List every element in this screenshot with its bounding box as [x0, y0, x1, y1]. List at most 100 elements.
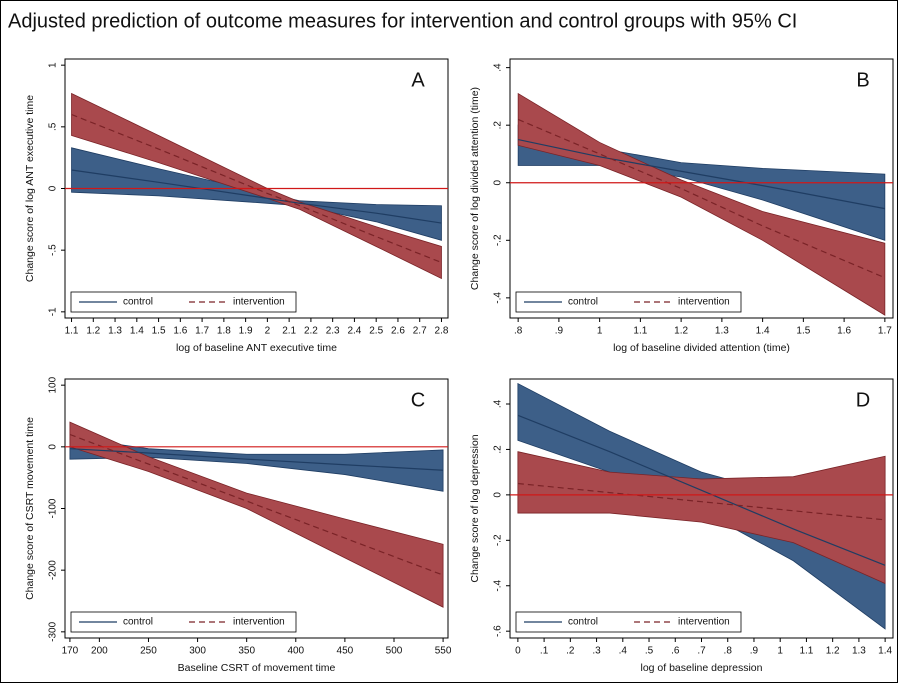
- y-tick-label: -.2: [493, 234, 504, 246]
- x-tick-label: 2: [265, 326, 271, 337]
- fit-line: [518, 138, 885, 210]
- x-tick-label: 1.7: [878, 326, 892, 337]
- y-tick-label: -.4: [493, 292, 504, 304]
- fit-line: [69, 448, 444, 471]
- x-tick-label: .8: [724, 646, 733, 657]
- x-tick-label: 1.1: [799, 646, 813, 657]
- y-tick-label: -.6: [493, 625, 504, 637]
- panel-letter: B: [856, 69, 869, 91]
- x-tick-label: 2.2: [304, 326, 318, 337]
- legend-label: intervention: [233, 297, 285, 308]
- y-tick-label: .4: [493, 63, 504, 72]
- legend-label: intervention: [678, 297, 730, 308]
- fit-line: [69, 433, 444, 576]
- x-tick-label: 1: [597, 326, 603, 337]
- fit-line: [517, 482, 886, 521]
- x-tick-label: 1.6: [173, 326, 187, 337]
- y-tick-label: 0: [48, 185, 59, 191]
- y-tick-label: -100: [48, 498, 59, 518]
- y-tick-label: -.2: [493, 534, 504, 546]
- y-tick-label: 0: [48, 444, 59, 450]
- x-tick-label: .9: [750, 646, 759, 657]
- y-tick-label: -.4: [493, 579, 504, 591]
- legend-label: intervention: [233, 617, 285, 628]
- y-tick-label: -.5: [48, 244, 59, 256]
- x-tick-label: 2.3: [326, 326, 340, 337]
- panel-letter: C: [411, 389, 425, 411]
- x-tick-label: 170: [62, 646, 79, 657]
- x-tick-label: .1: [540, 646, 549, 657]
- legend-label: control: [123, 297, 153, 308]
- x-tick-label: 0: [515, 646, 521, 657]
- legend-label: control: [568, 297, 598, 308]
- x-tick-label: 2.1: [282, 326, 296, 337]
- x-tick-label: 200: [91, 646, 108, 657]
- x-tick-label: .3: [592, 646, 601, 657]
- y-axis-label: Change score of log ANT executive time: [24, 95, 36, 282]
- x-tick-label: 1.9: [239, 326, 253, 337]
- x-tick-label: 2.7: [413, 326, 427, 337]
- y-tick-label: .4: [493, 399, 504, 408]
- x-tick-label: 1.5: [152, 326, 166, 337]
- panel-letter: A: [411, 69, 425, 91]
- fit-line: [71, 169, 442, 224]
- x-tick-label: 1.6: [837, 326, 851, 337]
- x-tick-label: 1.2: [86, 326, 100, 337]
- x-tick-label: 1: [777, 646, 783, 657]
- x-tick-label: 550: [435, 646, 452, 657]
- legend-box: [70, 291, 297, 313]
- y-tick-label: -1: [48, 307, 59, 316]
- x-tick-label: 300: [189, 646, 206, 657]
- panel-letter: D: [856, 389, 870, 411]
- x-tick-label: 400: [287, 646, 304, 657]
- y-tick-label: 1: [48, 62, 59, 68]
- x-tick-label: 1.4: [878, 646, 892, 657]
- x-tick-label: 1.8: [217, 326, 231, 337]
- fit-line: [517, 118, 886, 279]
- y-axis-label: Change score of log depression: [469, 434, 481, 582]
- y-tick-label: 0: [493, 492, 504, 498]
- x-tick-label: 1.3: [108, 326, 122, 337]
- x-tick-label: 2.6: [391, 326, 405, 337]
- x-axis-label: log of baseline depression: [640, 662, 762, 674]
- x-tick-label: .5: [645, 646, 654, 657]
- x-tick-label: .6: [671, 646, 680, 657]
- fit-line: [517, 414, 886, 566]
- y-tick-label: 0: [493, 180, 504, 186]
- legend-label: control: [568, 617, 598, 628]
- legend-box: [70, 611, 297, 633]
- ci-band: [69, 421, 444, 608]
- legend-label: control: [123, 617, 153, 628]
- x-tick-label: 250: [140, 646, 157, 657]
- y-tick-label: .2: [493, 121, 504, 130]
- y-axis-label: Change score of CSRT movement time: [24, 417, 36, 600]
- y-tick-label: 100: [48, 376, 59, 393]
- x-tick-label: 2.4: [347, 326, 361, 337]
- x-tick-label: 1.3: [715, 326, 729, 337]
- x-tick-label: .9: [555, 326, 564, 337]
- legend-box: [515, 291, 742, 313]
- x-tick-label: 1.1: [65, 326, 79, 337]
- ci-band: [517, 451, 886, 585]
- x-tick-label: .4: [619, 646, 628, 657]
- x-tick-label: 2.5: [369, 326, 383, 337]
- x-axis-label: log of baseline divided attention (time): [613, 342, 790, 354]
- legend-label: intervention: [678, 617, 730, 628]
- x-tick-label: 2.8: [435, 326, 449, 337]
- x-tick-label: 500: [386, 646, 403, 657]
- x-tick-label: 1.2: [826, 646, 840, 657]
- x-axis-label: Baseline CSRT of movement time: [178, 662, 336, 674]
- ci-band: [517, 92, 886, 316]
- y-tick-label: -300: [48, 621, 59, 641]
- x-tick-label: 350: [238, 646, 255, 657]
- x-tick-label: 1.1: [633, 326, 647, 337]
- x-tick-label: 1.3: [852, 646, 866, 657]
- x-tick-label: 1.5: [796, 326, 810, 337]
- x-tick-label: 1.7: [195, 326, 209, 337]
- y-tick-label: -200: [48, 560, 59, 580]
- x-tick-label: .2: [566, 646, 575, 657]
- chart-title: Adjusted prediction of outcome measures …: [8, 10, 797, 32]
- x-tick-label: .8: [514, 326, 523, 337]
